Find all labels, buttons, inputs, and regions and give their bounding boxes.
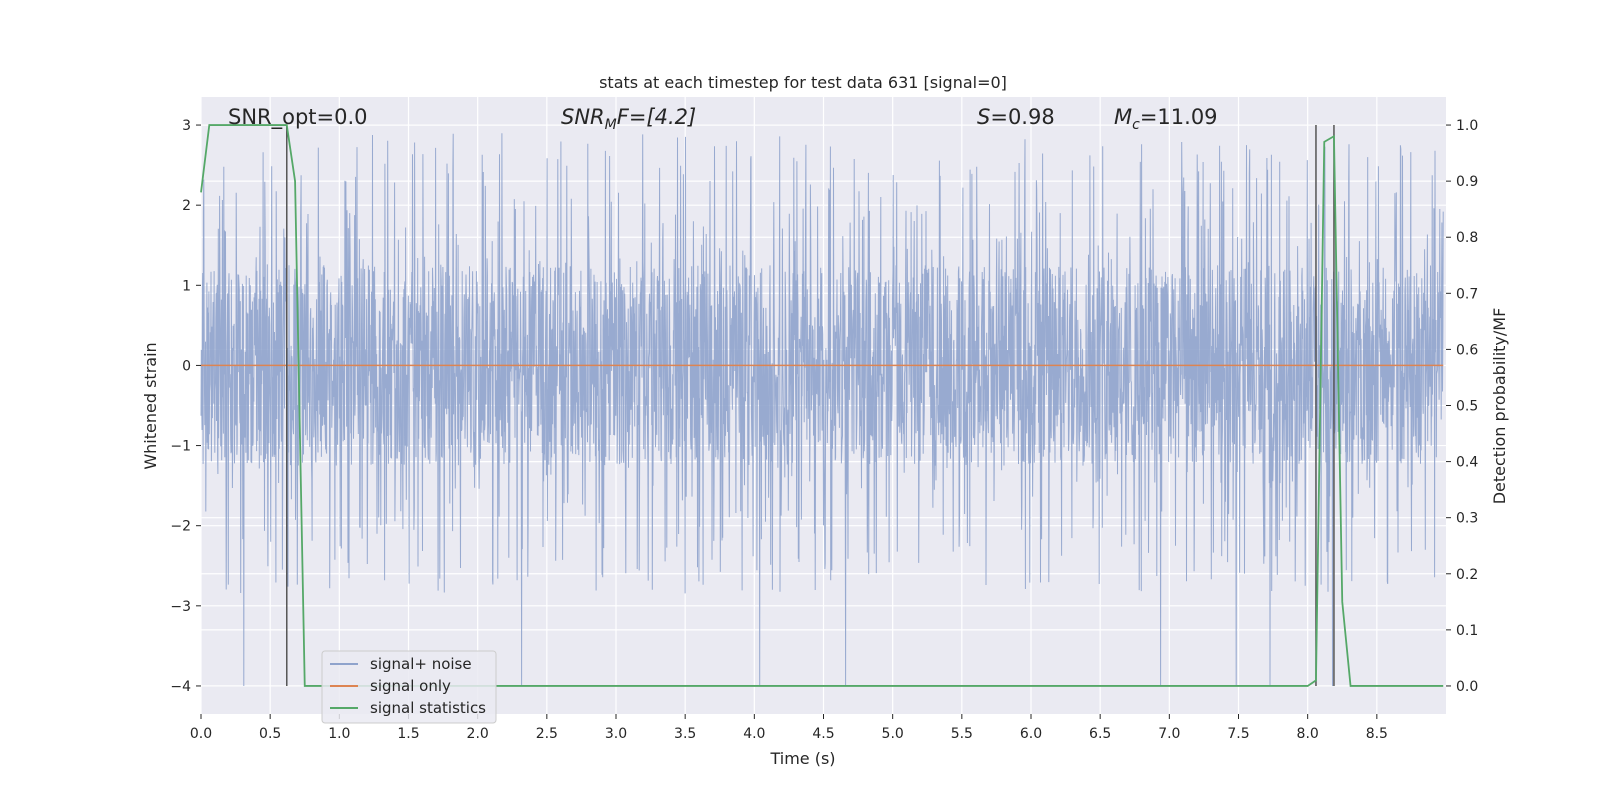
- y2-tick-label: 0.2: [1456, 567, 1478, 583]
- x-axis-ticks: 0.0 0.5 1.0 1.5 2.0 2.5 3.0 3.5 4.0 4.5 5.0 5.5 6.0 6…: [190, 714, 1388, 742]
- x-tick-label: 8.5: [1366, 726, 1388, 742]
- x-tick-label: 8.0: [1297, 726, 1319, 742]
- x-tick-label: 4.5: [812, 726, 834, 742]
- legend: signal+ noise signal only signal statist…: [321, 650, 497, 724]
- y2-tick-label: 0.3: [1456, 511, 1478, 527]
- x-tick-label: 7.5: [1227, 726, 1249, 742]
- x-tick-label: 7.0: [1158, 726, 1180, 742]
- x-axis-label: Time (s): [769, 749, 835, 768]
- vertical-markers: [286, 125, 1335, 686]
- x-tick-label: 6.0: [1020, 726, 1042, 742]
- x-tick-label: 2.5: [536, 726, 558, 742]
- y2-tick-label: 0.0: [1456, 679, 1478, 695]
- x-tick-label: 6.5: [1089, 726, 1111, 742]
- x-tick-label: 3.0: [605, 726, 627, 742]
- x-tick-label: 3.5: [674, 726, 696, 742]
- annotation-snr-mf: SNRMF=[4.2]: [561, 105, 696, 133]
- y-tick-label: 0: [182, 358, 191, 374]
- legend-label-signal-plus-noise: signal+ noise: [370, 655, 472, 673]
- y-tick-label: 1: [182, 278, 191, 294]
- x-tick-label: 0.0: [190, 726, 212, 742]
- annotation-mc: Mc=11.09: [1114, 105, 1218, 133]
- x-tick-label: 2.0: [467, 726, 489, 742]
- y-tick-label: −2: [170, 519, 191, 535]
- y-tick-label: −1: [170, 439, 191, 455]
- x-tick-label: 1.5: [397, 726, 419, 742]
- y2-tick-label: 0.4: [1456, 455, 1478, 471]
- y-tick-label: −4: [170, 679, 191, 695]
- y2-axis-label: Detection probability/MF: [1490, 308, 1509, 505]
- y-axis-label: Whitened strain: [141, 342, 160, 469]
- y2-axis-ticks: 0.0 0.1 0.2 0.3 0.4 0.5 0.6 0.7 0.8 0.9 1.0: [1446, 118, 1478, 695]
- x-tick-label: 5.5: [951, 726, 973, 742]
- annotation-snr-opt: SNR_opt=0.0: [228, 105, 368, 130]
- y2-tick-label: 0.9: [1456, 174, 1478, 190]
- legend-box: [321, 650, 497, 724]
- x-tick-label: 5.0: [882, 726, 904, 742]
- series-signal-statistics: [200, 124, 1444, 687]
- y-tick-label: 2: [182, 198, 191, 214]
- y-tick-label: 3: [182, 118, 191, 134]
- legend-label-signal-only: signal only: [370, 677, 451, 695]
- x-tick-label: 1.0: [328, 726, 350, 742]
- y2-tick-label: 1.0: [1456, 118, 1478, 134]
- y2-tick-label: 0.5: [1456, 399, 1478, 415]
- y2-tick-label: 0.6: [1456, 342, 1478, 358]
- y2-tick-label: 0.8: [1456, 230, 1478, 246]
- signal-statistics-line: [200, 124, 1444, 687]
- y-axis-ticks: −4 −3 −2 −1 0 1 2 3: [170, 118, 201, 695]
- y-tick-label: −3: [170, 599, 191, 615]
- annotation-s: S=0.98: [977, 105, 1055, 129]
- x-tick-label: 4.0: [743, 726, 765, 742]
- y2-tick-label: 0.1: [1456, 623, 1478, 639]
- chart-title: stats at each timestep for test data 631…: [599, 73, 1007, 92]
- y2-tick-label: 0.7: [1456, 286, 1478, 302]
- legend-label-signal-statistics: signal statistics: [370, 699, 486, 717]
- x-tick-label: 0.5: [259, 726, 281, 742]
